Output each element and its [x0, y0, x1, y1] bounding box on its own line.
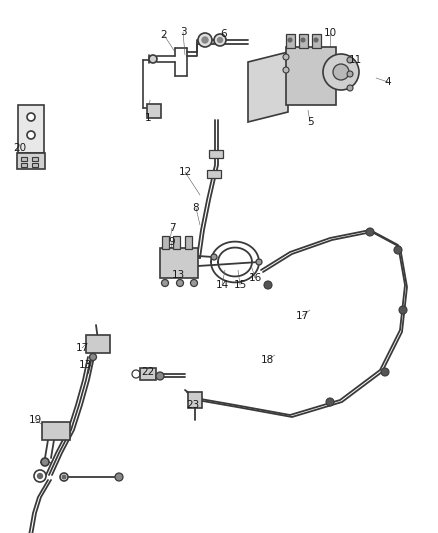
Circle shape — [323, 54, 359, 90]
Circle shape — [156, 372, 164, 380]
Bar — [312, 34, 321, 48]
Bar — [140, 368, 156, 380]
Circle shape — [89, 353, 96, 360]
Bar — [42, 422, 70, 440]
Circle shape — [149, 55, 157, 63]
Circle shape — [38, 473, 42, 479]
Circle shape — [283, 67, 289, 73]
Text: 3: 3 — [180, 27, 186, 37]
Circle shape — [326, 398, 334, 406]
Bar — [86, 335, 110, 353]
Text: 13: 13 — [171, 270, 185, 280]
Bar — [286, 34, 295, 48]
Text: 18: 18 — [260, 355, 274, 365]
Polygon shape — [248, 52, 288, 122]
Text: 12: 12 — [178, 167, 192, 177]
Text: 20: 20 — [14, 143, 27, 153]
Circle shape — [381, 368, 389, 376]
Text: 15: 15 — [233, 280, 247, 290]
Circle shape — [264, 281, 272, 289]
Bar — [160, 248, 198, 278]
Text: 5: 5 — [307, 117, 313, 127]
Circle shape — [283, 54, 289, 60]
Circle shape — [62, 475, 66, 479]
Text: 2: 2 — [161, 30, 167, 40]
Text: 23: 23 — [187, 400, 200, 410]
Bar — [18, 105, 44, 153]
Circle shape — [41, 458, 49, 466]
Bar — [299, 34, 308, 48]
Bar — [32, 157, 38, 161]
Bar — [21, 157, 27, 161]
Circle shape — [214, 34, 226, 46]
Circle shape — [34, 470, 46, 482]
Circle shape — [347, 57, 353, 63]
Text: 7: 7 — [169, 223, 175, 233]
Circle shape — [177, 279, 184, 287]
Text: 22: 22 — [141, 367, 155, 377]
Bar — [286, 47, 336, 105]
Circle shape — [211, 254, 217, 260]
Circle shape — [366, 228, 374, 236]
Circle shape — [115, 473, 123, 481]
Circle shape — [399, 306, 407, 314]
Circle shape — [198, 33, 212, 47]
Circle shape — [314, 38, 318, 42]
Circle shape — [27, 131, 35, 139]
Text: 16: 16 — [248, 273, 261, 283]
Text: 4: 4 — [385, 77, 391, 87]
Circle shape — [333, 64, 349, 80]
Bar — [162, 236, 169, 249]
Circle shape — [60, 473, 68, 481]
Bar — [32, 163, 38, 167]
Text: 10: 10 — [323, 28, 336, 38]
Circle shape — [202, 37, 208, 43]
Bar — [188, 392, 202, 408]
Bar — [207, 170, 221, 178]
Circle shape — [347, 71, 353, 77]
Circle shape — [394, 246, 402, 254]
Circle shape — [347, 85, 353, 91]
Bar — [209, 150, 223, 158]
Bar — [185, 236, 192, 249]
Text: 17: 17 — [75, 343, 88, 353]
Text: 17: 17 — [295, 311, 309, 321]
Text: 1: 1 — [145, 113, 151, 123]
Circle shape — [288, 38, 292, 42]
Text: 8: 8 — [193, 203, 199, 213]
Text: 14: 14 — [215, 280, 229, 290]
Circle shape — [301, 38, 305, 42]
Circle shape — [27, 113, 35, 121]
Text: 11: 11 — [348, 55, 362, 65]
Text: 19: 19 — [28, 415, 42, 425]
Bar — [21, 163, 27, 167]
Bar — [147, 104, 161, 118]
Bar — [17, 153, 45, 169]
Bar — [173, 236, 180, 249]
Text: 6: 6 — [221, 29, 227, 39]
Text: 9: 9 — [169, 237, 175, 247]
Circle shape — [162, 279, 169, 287]
Circle shape — [191, 279, 198, 287]
Circle shape — [218, 37, 223, 43]
Text: 13: 13 — [78, 360, 92, 370]
Circle shape — [256, 259, 262, 265]
